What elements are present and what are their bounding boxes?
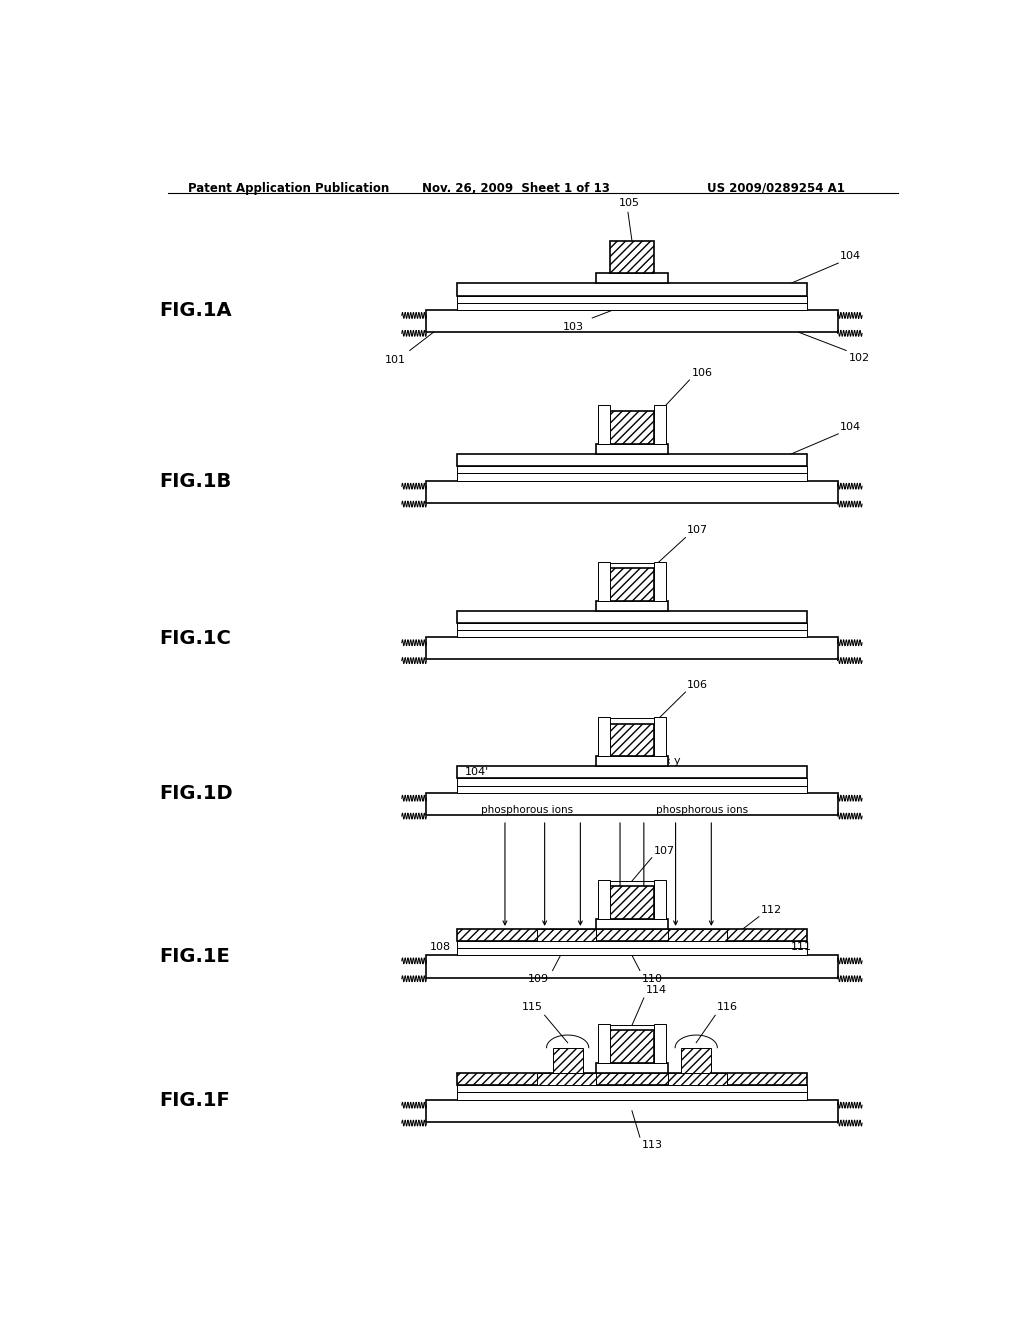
Bar — [537, 929, 596, 941]
Text: 102: 102 — [849, 352, 869, 363]
Text: 116: 116 — [717, 1002, 738, 1012]
Bar — [596, 1063, 668, 1073]
Bar — [668, 929, 727, 941]
Bar — [610, 723, 653, 756]
Bar — [458, 779, 807, 785]
Text: Patent Application Publication: Patent Application Publication — [187, 182, 389, 195]
Text: FIG.1A: FIG.1A — [160, 301, 232, 321]
Text: FIG.1C: FIG.1C — [160, 628, 231, 648]
Bar — [426, 1100, 839, 1122]
Text: 106: 106 — [687, 680, 708, 690]
Bar — [596, 601, 668, 611]
Bar — [537, 1073, 596, 1085]
Text: FIG.1B: FIG.1B — [160, 473, 232, 491]
Bar — [426, 638, 839, 660]
Bar — [426, 310, 839, 333]
Bar — [681, 1048, 712, 1073]
Bar — [668, 1073, 727, 1085]
Text: Nov. 26, 2009  Sheet 1 of 13: Nov. 26, 2009 Sheet 1 of 13 — [422, 182, 609, 195]
Bar — [596, 273, 668, 284]
Text: 108: 108 — [430, 942, 451, 952]
Bar — [426, 480, 839, 503]
Bar — [596, 444, 668, 454]
Bar — [596, 756, 668, 766]
Bar — [458, 454, 807, 466]
Text: FIG.1E: FIG.1E — [160, 946, 230, 966]
Bar — [458, 466, 807, 474]
Bar — [610, 568, 653, 601]
Bar — [458, 296, 807, 302]
Text: 107: 107 — [687, 525, 709, 536]
Bar — [598, 1024, 610, 1063]
Bar — [596, 919, 668, 929]
Bar — [653, 880, 666, 919]
Bar — [458, 929, 807, 941]
Text: 104: 104 — [840, 251, 861, 261]
Bar — [458, 474, 807, 480]
Text: US 2009/0289254 A1: US 2009/0289254 A1 — [708, 182, 845, 195]
Bar — [458, 785, 807, 792]
Text: 113: 113 — [641, 1140, 663, 1150]
Bar — [458, 284, 807, 296]
Bar — [458, 1085, 807, 1093]
Bar — [653, 1024, 666, 1063]
Bar — [610, 886, 653, 919]
Text: phosphorous ions: phosphorous ions — [655, 805, 748, 814]
Text: 103: 103 — [563, 322, 585, 333]
Bar — [458, 623, 807, 630]
Text: FIG.1D: FIG.1D — [160, 784, 233, 803]
Bar — [426, 792, 839, 814]
Text: 111: 111 — [791, 942, 812, 952]
Bar — [458, 302, 807, 310]
Text: 106: 106 — [692, 368, 713, 378]
Text: 104: 104 — [840, 422, 861, 432]
Text: 115: 115 — [522, 1002, 543, 1012]
Text: phosphorous ions: phosphorous ions — [481, 805, 573, 814]
Text: 112: 112 — [761, 904, 781, 915]
Bar — [458, 1093, 807, 1100]
Bar — [458, 1073, 807, 1085]
Bar — [610, 240, 653, 273]
Bar — [598, 880, 610, 919]
Text: 105: 105 — [620, 198, 640, 209]
Text: y: y — [674, 756, 681, 766]
Bar — [458, 941, 807, 948]
Bar — [653, 405, 666, 444]
Bar — [598, 718, 610, 756]
Bar — [653, 562, 666, 601]
Text: 104': 104' — [465, 767, 489, 777]
Bar — [653, 718, 666, 756]
Bar — [598, 562, 610, 601]
Bar — [426, 956, 839, 978]
Bar — [610, 412, 653, 444]
Text: 107: 107 — [653, 846, 675, 855]
Bar — [458, 630, 807, 638]
Bar — [458, 948, 807, 956]
Bar — [458, 766, 807, 779]
Text: 109: 109 — [527, 974, 549, 983]
Text: 110: 110 — [641, 974, 663, 983]
Text: 114: 114 — [645, 985, 667, 995]
Text: 101: 101 — [385, 355, 406, 364]
Bar — [553, 1048, 583, 1073]
Bar — [610, 1031, 653, 1063]
Text: FIG.1F: FIG.1F — [160, 1092, 230, 1110]
Bar — [458, 611, 807, 623]
Bar — [598, 405, 610, 444]
